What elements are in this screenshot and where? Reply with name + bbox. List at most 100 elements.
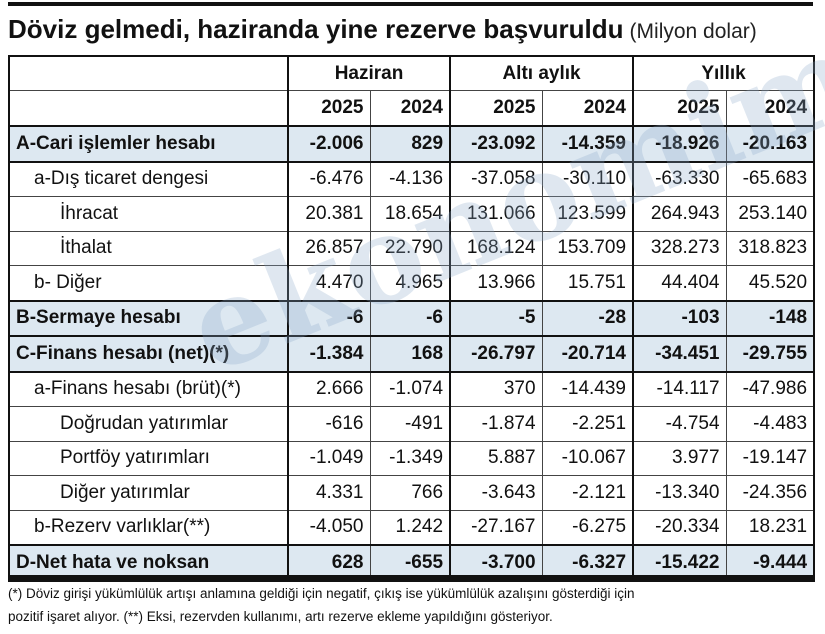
value-cell: -20.163 — [725, 125, 815, 163]
value-cell: -63.330 — [632, 161, 727, 197]
value-cell: 4.965 — [369, 265, 451, 302]
section-row: C-Finans hesabı (net)(*) -1.384 168 -26.797… — [8, 335, 815, 373]
value-cell: 13.966 — [449, 265, 543, 302]
value-cell: 328.273 — [632, 230, 727, 266]
value-cell: -616 — [287, 406, 371, 442]
value-cell: -6 — [287, 300, 371, 337]
row-label: a-Finans hesabı (brüt)(*) — [8, 371, 289, 407]
value-cell: -1.874 — [449, 406, 543, 442]
value-cell: -4.050 — [287, 509, 371, 546]
year-header: 2024 — [541, 90, 634, 127]
value-cell: -1.074 — [369, 371, 451, 407]
footnote: pozitif işaret alıyor. (**) Eksi, rezerv… — [8, 609, 553, 624]
row-label: Doğrudan yatırımlar — [8, 406, 289, 442]
value-cell: -30.110 — [541, 161, 634, 197]
value-cell: -1.384 — [287, 335, 371, 373]
top-rule — [8, 2, 813, 6]
year-header-row: 2025 2024 2025 2024 2025 2024 — [8, 90, 815, 127]
value-cell: -14.117 — [632, 371, 727, 407]
value-cell: 5.887 — [449, 440, 543, 476]
value-cell: 264.943 — [632, 196, 727, 232]
value-cell: -18.926 — [632, 125, 727, 163]
value-cell: -20.714 — [541, 335, 634, 373]
item-row: a-Finans hesabı (brüt)(*) 2.666 -1.074 370-… — [8, 371, 815, 407]
value-cell: -20.334 — [632, 509, 727, 546]
year-header: 2024 — [369, 90, 451, 127]
value-cell: -4.136 — [369, 161, 451, 197]
value-cell: -29.755 — [725, 335, 815, 373]
value-cell: -491 — [369, 406, 451, 442]
row-label: a-Dış ticaret dengesi — [8, 161, 289, 197]
item-row: b-Rezerv varlıklar(**) -4.050 1.242 -27.167… — [8, 509, 815, 546]
group-header: Altı aylık — [449, 55, 634, 91]
value-cell: 3.977 — [632, 440, 727, 476]
value-cell: -34.451 — [632, 335, 727, 373]
value-cell: -47.986 — [725, 371, 815, 407]
section-row: B-Sermaye hesabı -6 -6 -5 -28 -103 -148 — [8, 300, 815, 337]
row-label: b-Rezerv varlıklar(**) — [8, 509, 289, 546]
value-cell: 131.066 — [449, 196, 543, 232]
item-row: İhracat 20.381 18.654 131.066 123.599 264.943… — [8, 196, 815, 232]
value-cell: 766 — [369, 475, 451, 511]
value-cell: 253.140 — [725, 196, 815, 232]
title-block: Döviz gelmedi, haziranda yine rezerve ba… — [8, 14, 757, 45]
value-cell: 18.654 — [369, 196, 451, 232]
footnote: (*) Döviz girişi yükümlülük artışı anlam… — [8, 586, 635, 601]
row-label: İhracat — [8, 196, 289, 232]
value-cell: 45.520 — [725, 265, 815, 302]
value-cell: 318.823 — [725, 230, 815, 266]
value-cell: -26.797 — [449, 335, 543, 373]
row-label: B-Sermaye hesabı — [8, 300, 289, 337]
subtitle: (Milyon dolar) — [629, 20, 757, 43]
value-cell: -3.643 — [449, 475, 543, 511]
value-cell: -148 — [725, 300, 815, 337]
section-row: A-Cari işlemler hesabı -2.006 829 -23.092 -1… — [8, 125, 815, 163]
value-cell: 168 — [369, 335, 451, 373]
value-cell: -65.683 — [725, 161, 815, 197]
row-label: b- Diğer — [8, 265, 289, 302]
value-cell: 4.470 — [287, 265, 371, 302]
value-cell: 153.709 — [541, 230, 634, 266]
corner-cell — [8, 55, 289, 91]
value-cell: -5 — [449, 300, 543, 337]
value-cell: 1.242 — [369, 509, 451, 546]
value-cell: -2.006 — [287, 125, 371, 163]
data-table: Haziran Altı aylık Yıllık 2025 2024 2025 2024 2… — [8, 55, 816, 582]
value-cell: 829 — [369, 125, 451, 163]
value-cell: 26.857 — [287, 230, 371, 266]
row-label: Portföy yatırımları — [8, 440, 289, 476]
value-cell: -23.092 — [449, 125, 543, 163]
value-cell: 18.231 — [725, 509, 815, 546]
item-row: Doğrudan yatırımlar -616 -491 -1.874 -2.251-… — [8, 406, 815, 442]
row-label: A-Cari işlemler hesabı — [8, 125, 289, 163]
value-cell: -37.058 — [449, 161, 543, 197]
group-header-row: Haziran Altı aylık Yıllık — [8, 55, 815, 91]
value-cell: 15.751 — [541, 265, 634, 302]
value-cell: 44.404 — [632, 265, 727, 302]
value-cell: -4.754 — [632, 406, 727, 442]
value-cell: -2.121 — [541, 475, 634, 511]
value-cell: 2.666 — [287, 371, 371, 407]
value-cell: 20.381 — [287, 196, 371, 232]
value-cell: 168.124 — [449, 230, 543, 266]
value-cell: -6.476 — [287, 161, 371, 197]
value-cell: 22.790 — [369, 230, 451, 266]
year-header: 2025 — [632, 90, 727, 127]
value-cell: -4.483 — [725, 406, 815, 442]
year-header: 2025 — [449, 90, 543, 127]
row-label: İthalat — [8, 230, 289, 266]
value-cell: -24.356 — [725, 475, 815, 511]
value-cell: -13.340 — [632, 475, 727, 511]
value-cell: 123.599 — [541, 196, 634, 232]
item-row: İthalat 26.857 22.790 168.124 153.709 328.273… — [8, 230, 815, 266]
corner-cell — [8, 90, 289, 127]
value-cell: -103 — [632, 300, 727, 337]
row-label: C-Finans hesabı (net)(*) — [8, 335, 289, 373]
item-row: Portföy yatırımları -1.049 -1.349 5.887 -10.… — [8, 440, 815, 476]
value-cell: -27.167 — [449, 509, 543, 546]
item-row: b- Diğer 4.470 4.965 13.966 15.751 44.404 45.5… — [8, 265, 815, 302]
value-cell: -6 — [369, 300, 451, 337]
value-cell: -14.359 — [541, 125, 634, 163]
value-cell: -14.439 — [541, 371, 634, 407]
